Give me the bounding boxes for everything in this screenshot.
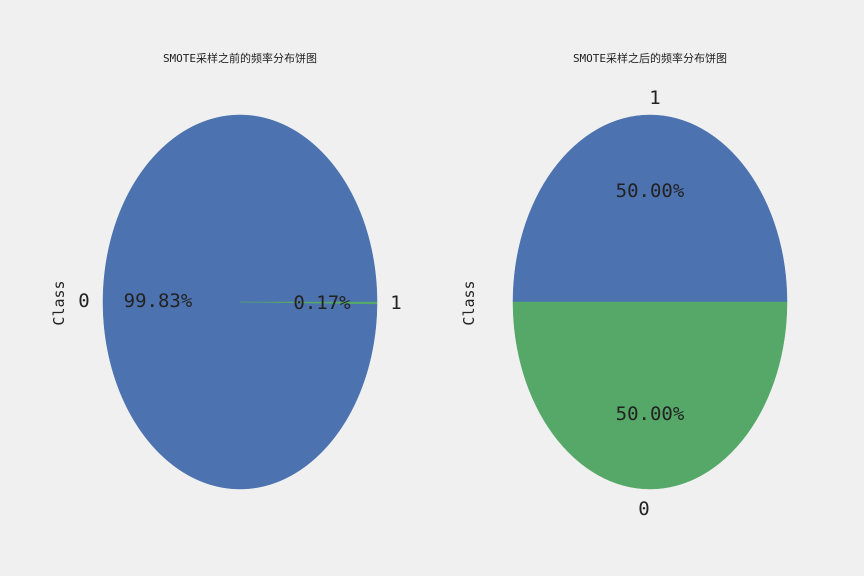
y-axis-label: Class (460, 280, 478, 325)
slice-percent-label: 99.83% (124, 290, 193, 312)
slice-category-label: 0 (78, 290, 89, 312)
slice-category-label: 1 (649, 87, 660, 109)
pie-chart-before-smote: SMOTE采样之前的频率分布饼图 Class 0 99.83% 1 0.17% (50, 51, 402, 490)
slice-percent-label: 50.00% (616, 403, 685, 425)
pie-slice-0 (512, 301, 788, 490)
pie-chart-after-smote: SMOTE采样之后的频率分布饼图 Class 1 50.00% 0 50.00% (460, 51, 788, 520)
slice-percent-label: 50.00% (616, 180, 685, 202)
pie-slice-1 (239, 301, 378, 305)
slice-percent-label: 0.17% (293, 292, 351, 314)
chart-title: SMOTE采样之后的频率分布饼图 (573, 51, 727, 65)
pie-slice-1 (512, 114, 788, 303)
y-axis-label: Class (50, 280, 68, 325)
slice-category-label: 0 (638, 498, 649, 520)
chart-title: SMOTE采样之前的频率分布饼图 (163, 51, 317, 65)
slice-category-label: 1 (390, 292, 401, 314)
